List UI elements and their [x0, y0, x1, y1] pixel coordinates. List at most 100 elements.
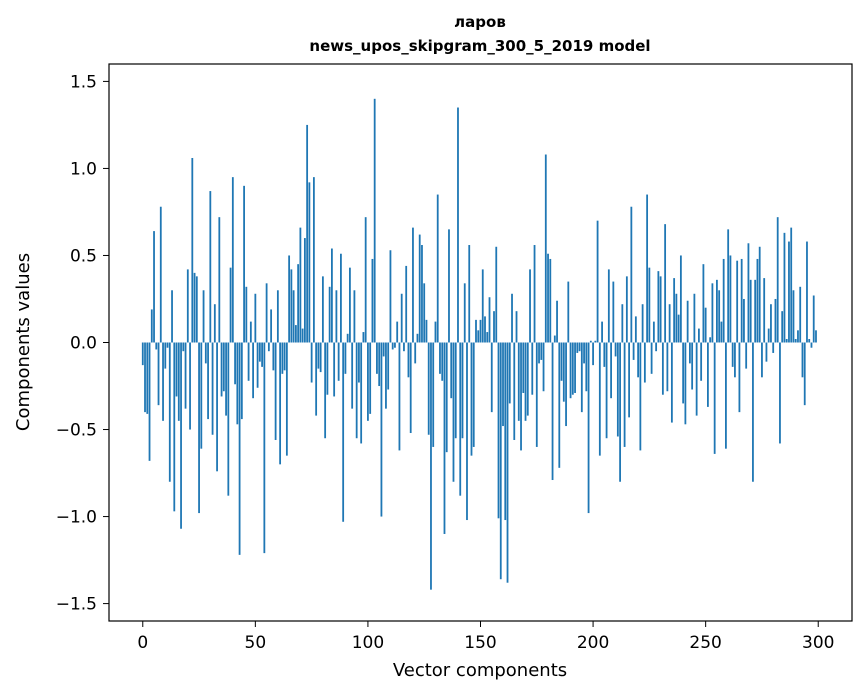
bar [718, 290, 721, 343]
bar [643, 342, 646, 383]
bar [666, 342, 669, 392]
bar [770, 304, 772, 343]
bar [317, 342, 320, 369]
bar [382, 342, 385, 357]
bar [497, 342, 500, 519]
bar [490, 342, 493, 413]
bar [448, 229, 450, 343]
bar [646, 194, 649, 343]
y-axis-ticks: −1.5 −1.0 −0.5 0.0 0.5 1.0 1.5 [56, 72, 109, 615]
bar [684, 342, 687, 425]
bar [328, 286, 331, 343]
bar [695, 342, 698, 416]
bar [542, 342, 545, 392]
bar [603, 342, 606, 367]
bar [677, 314, 680, 343]
bar [292, 290, 295, 343]
bar [515, 311, 518, 343]
bar [459, 342, 462, 496]
bar [189, 342, 191, 430]
bar [774, 298, 777, 343]
bar [538, 342, 540, 364]
bar [682, 342, 685, 404]
bar [556, 300, 558, 343]
bar [731, 342, 734, 367]
bar [499, 342, 502, 580]
bar [297, 264, 300, 343]
y-tick-label: −1.0 [56, 508, 97, 528]
y-tick-label: −0.5 [56, 421, 97, 441]
bar [288, 255, 291, 343]
x-tick-label: 250 [689, 633, 721, 653]
bar [650, 342, 653, 374]
bar [157, 342, 160, 406]
bar [148, 342, 151, 461]
bar [535, 342, 538, 447]
bar [578, 342, 581, 352]
bar [562, 342, 565, 402]
bar [722, 258, 725, 343]
bar [711, 283, 714, 343]
bar [150, 309, 153, 343]
bar [754, 279, 757, 343]
bar [571, 342, 574, 395]
bar [605, 342, 608, 439]
bar [290, 269, 293, 343]
bar [466, 342, 468, 521]
bar [589, 340, 592, 343]
bar [463, 283, 466, 343]
bar [815, 330, 817, 343]
bar [439, 342, 441, 374]
bar [270, 309, 273, 343]
bar [355, 342, 358, 439]
bar [281, 342, 284, 374]
bar [454, 342, 457, 439]
bar [511, 293, 513, 343]
bar [592, 342, 594, 366]
bar [761, 342, 763, 378]
bar [168, 342, 171, 482]
bar [799, 286, 802, 343]
bar [623, 342, 626, 447]
bar [279, 342, 282, 465]
bar [520, 342, 522, 451]
bar [207, 342, 209, 420]
bar [315, 342, 318, 416]
bar [274, 342, 277, 440]
bar [648, 267, 651, 343]
bars-group [141, 98, 817, 590]
bar [657, 271, 660, 343]
bar [389, 250, 392, 343]
bar [252, 342, 254, 399]
bar [560, 342, 563, 381]
bar [238, 342, 241, 555]
bar [698, 328, 700, 343]
bar [164, 342, 167, 369]
bar [247, 342, 250, 381]
bar [790, 227, 793, 343]
bar [186, 269, 189, 343]
bar [763, 278, 766, 343]
bar [788, 241, 790, 343]
bar [200, 342, 203, 449]
bar [412, 227, 414, 343]
bar [702, 264, 705, 343]
bar [758, 246, 761, 343]
bar [283, 342, 286, 371]
bar [736, 260, 739, 343]
bar [808, 339, 811, 343]
bar [285, 342, 288, 456]
bar [794, 339, 797, 343]
bar [229, 267, 232, 343]
bar [403, 342, 405, 352]
bar [331, 248, 333, 343]
bar [594, 340, 597, 343]
y-tick-label: −1.5 [56, 595, 97, 615]
bar [430, 342, 432, 590]
bar [166, 342, 169, 348]
plot-frame [108, 63, 853, 622]
bar [337, 342, 340, 381]
bar [443, 342, 446, 534]
bar [198, 342, 200, 514]
bar [159, 206, 162, 343]
